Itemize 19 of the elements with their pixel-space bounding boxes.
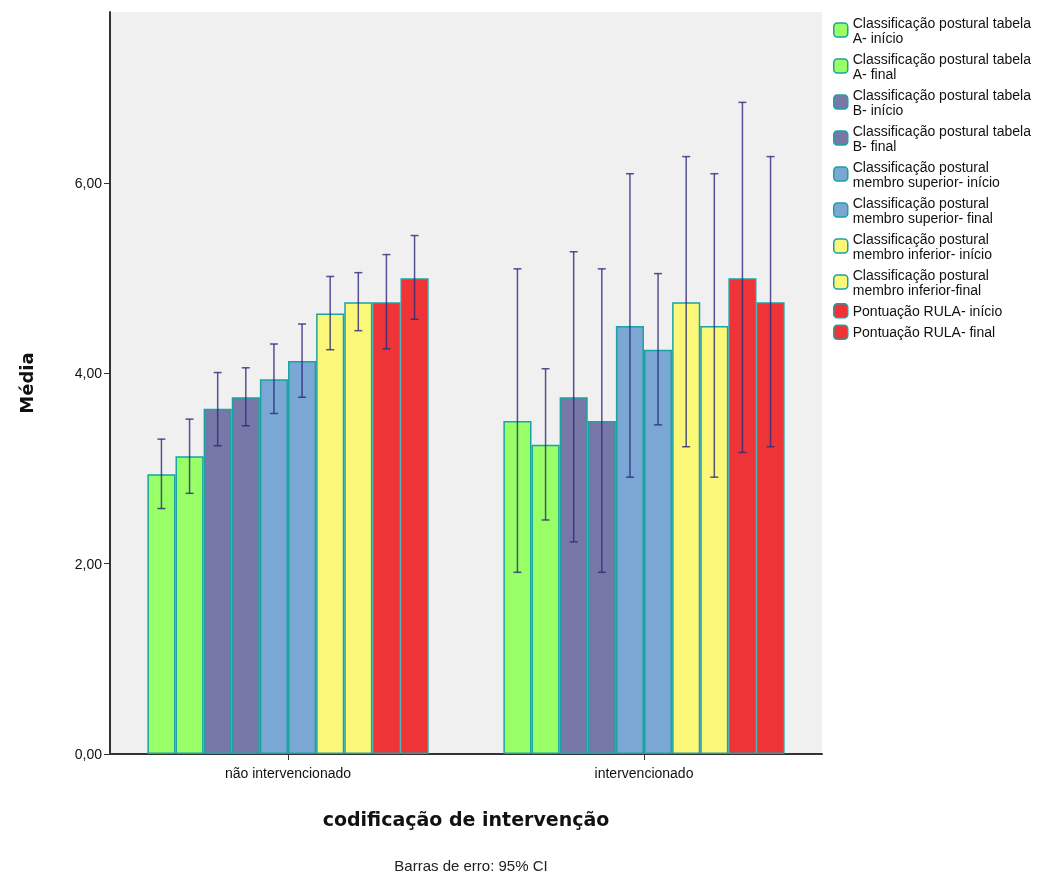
legend-label: Pontuação RULA- início [852,302,1003,319]
y-tick-label: 2,00 [74,555,103,572]
x-tick-label: intervencionado [594,765,694,781]
legend-label: Classificação postural tabela B- final [852,122,1035,154]
legend-label: Classificação postural membro inferior-final [852,266,993,298]
legend-label: Classificação postural membro superior- final [852,194,993,226]
y-axis-title: Média [15,352,37,414]
legend-label: Pontuação RULA- final [852,324,996,341]
y-tick-label: 0,00 [74,746,103,762]
legend-label: Classificação postural tabela A- final [852,50,1035,82]
legend-label: Classificação postural membro superior- início [852,158,1001,190]
legend-label: Classificação postural tabela B- início [852,86,1035,118]
x-tick-label: não intervencionado [224,765,352,781]
x-axis-title: codificação de intervenção [322,807,610,830]
text: Barras de erro: 95% CI [394,857,548,874]
y-tick-label: 6,00 [74,175,103,192]
legend-label: Classificação postural tabela A- início [852,14,1035,46]
y-tick-label: 4,00 [74,365,103,382]
legend-label: Classificação postural membro inferior- início [852,230,993,262]
